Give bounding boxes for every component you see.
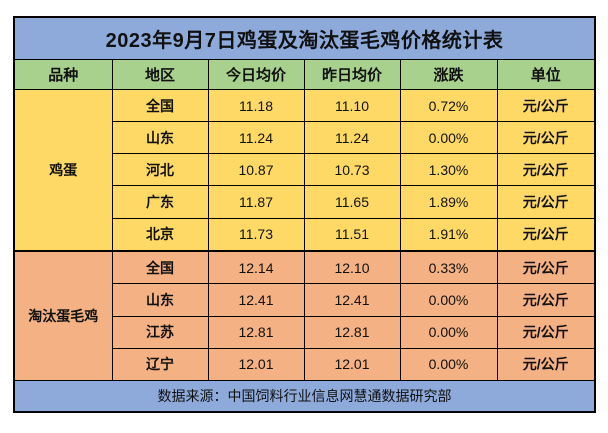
footer-row: 数据来源：中国饲料行业信息网慧通数据研究部 bbox=[13, 380, 596, 413]
yesterday-price-cell: 12.10 bbox=[303, 250, 401, 285]
page-title: 2023年9月7日鸡蛋及淘汰蛋毛鸡价格统计表 bbox=[13, 16, 596, 60]
today-price-cell: 10.87 bbox=[207, 153, 305, 187]
change-cell: 0.00% bbox=[399, 283, 498, 317]
table-row: 辽宁 12.01 12.01 0.00% 元/公斤 bbox=[14, 347, 596, 382]
region-cell: 北京 bbox=[111, 217, 209, 252]
today-price-cell: 11.18 bbox=[207, 88, 305, 123]
unit-cell: 元/公斤 bbox=[496, 121, 596, 155]
group-label-egg: 鸡蛋 bbox=[13, 89, 113, 252]
change-cell: 0.00% bbox=[399, 315, 498, 349]
price-statistics-table: 2023年9月7日鸡蛋及淘汰蛋毛鸡价格统计表 品种 地区 今日均价 昨日均价 涨… bbox=[13, 16, 596, 413]
today-price-cell: 12.01 bbox=[207, 347, 305, 382]
region-cell: 山东 bbox=[111, 283, 209, 317]
change-cell: 0.00% bbox=[399, 121, 498, 155]
today-price-cell: 12.41 bbox=[207, 283, 305, 317]
column-header-yesterday-price: 昨日均价 bbox=[303, 59, 401, 90]
yesterday-price-cell: 11.65 bbox=[303, 185, 401, 219]
change-cell: 1.30% bbox=[399, 153, 498, 187]
today-price-cell: 12.14 bbox=[207, 250, 305, 285]
table-row: 山东 12.41 12.41 0.00% 元/公斤 bbox=[14, 283, 596, 317]
unit-cell: 元/公斤 bbox=[496, 185, 596, 219]
table-row: 北京 11.73 11.51 1.91% 元/公斤 bbox=[14, 217, 596, 252]
unit-cell: 元/公斤 bbox=[496, 347, 596, 382]
change-cell: 1.91% bbox=[399, 217, 498, 252]
today-price-cell: 11.24 bbox=[207, 121, 305, 155]
change-cell: 0.33% bbox=[399, 250, 498, 285]
region-cell: 江苏 bbox=[111, 315, 209, 349]
unit-cell: 元/公斤 bbox=[496, 217, 596, 252]
region-cell: 辽宁 bbox=[111, 347, 209, 382]
yesterday-price-cell: 12.81 bbox=[303, 315, 401, 349]
region-cell: 广东 bbox=[111, 185, 209, 219]
header-row: 品种 地区 今日均价 昨日均价 涨跌 单位 bbox=[13, 59, 596, 90]
yesterday-price-cell: 11.24 bbox=[303, 121, 401, 155]
unit-cell: 元/公斤 bbox=[496, 315, 596, 349]
title-row: 2023年9月7日鸡蛋及淘汰蛋毛鸡价格统计表 bbox=[13, 16, 596, 60]
change-cell: 0.72% bbox=[399, 88, 498, 123]
yesterday-price-cell: 11.10 bbox=[303, 88, 401, 123]
today-price-cell: 11.87 bbox=[207, 185, 305, 219]
yesterday-price-cell: 12.01 bbox=[303, 347, 401, 382]
change-cell: 0.00% bbox=[399, 347, 498, 382]
table-row: 山东 11.24 11.24 0.00% 元/公斤 bbox=[14, 121, 596, 155]
table-row: 河北 10.87 10.73 1.30% 元/公斤 bbox=[14, 153, 596, 187]
table-row: 淘汰蛋毛鸡 全国 12.14 12.10 0.33% 元/公斤 bbox=[13, 250, 596, 382]
today-price-cell: 12.81 bbox=[207, 315, 305, 349]
change-cell: 1.89% bbox=[399, 185, 498, 219]
table-row: 江苏 12.81 12.81 0.00% 元/公斤 bbox=[14, 315, 596, 349]
unit-cell: 元/公斤 bbox=[496, 283, 596, 317]
yesterday-price-cell: 11.51 bbox=[303, 217, 401, 252]
unit-cell: 元/公斤 bbox=[496, 88, 596, 123]
column-header-unit: 单位 bbox=[496, 59, 596, 90]
column-header-change: 涨跌 bbox=[399, 59, 498, 90]
column-header-today-price: 今日均价 bbox=[207, 59, 305, 90]
region-cell: 全国 bbox=[111, 88, 209, 123]
column-header-variety: 品种 bbox=[13, 59, 113, 90]
data-source-note: 数据来源：中国饲料行业信息网慧通数据研究部 bbox=[13, 380, 596, 413]
group-label-culled-chicken: 淘汰蛋毛鸡 bbox=[13, 250, 113, 382]
region-cell: 全国 bbox=[111, 250, 209, 285]
today-price-cell: 11.73 bbox=[207, 217, 305, 252]
yesterday-price-cell: 12.41 bbox=[303, 283, 401, 317]
unit-cell: 元/公斤 bbox=[496, 250, 596, 285]
table-row: 广东 11.87 11.65 1.89% 元/公斤 bbox=[14, 185, 596, 219]
yesterday-price-cell: 10.73 bbox=[303, 153, 401, 187]
region-cell: 河北 bbox=[111, 153, 209, 187]
unit-cell: 元/公斤 bbox=[496, 153, 596, 187]
region-cell: 山东 bbox=[111, 121, 209, 155]
column-header-region: 地区 bbox=[111, 59, 209, 90]
table-row: 鸡蛋 全国 11.18 11.10 0.72% 元/公斤 bbox=[13, 88, 596, 252]
